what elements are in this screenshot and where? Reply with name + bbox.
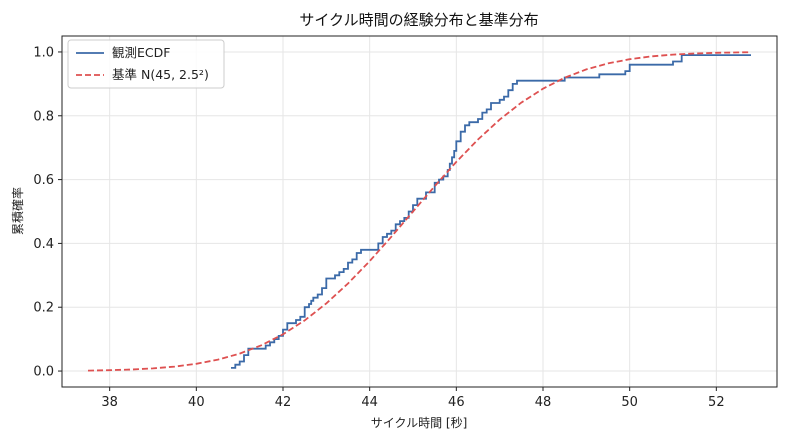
x-axis-title: サイクル時間 [秒]: [371, 416, 468, 430]
x-tick-label: 38: [101, 395, 118, 410]
grid: [62, 36, 777, 387]
ecdf-series-line: [231, 54, 751, 369]
legend-label-ecdf: 観測ECDF: [112, 45, 170, 60]
legend: 観測ECDF 基準 N(45, 2.5²): [67, 39, 225, 89]
legend-label-reference: 基準 N(45, 2.5²): [112, 67, 209, 82]
y-tick-label: 0.0: [33, 365, 54, 380]
x-axis-ticks: 38 40 42 44 46 48 50 52: [101, 387, 725, 410]
y-tick-label: 0.8: [33, 109, 54, 124]
y-tick-label: 0.2: [33, 301, 54, 316]
x-tick-label: 52: [708, 395, 725, 410]
y-axis-ticks: 0.0 0.2 0.4 0.6 0.8 1.0: [33, 45, 62, 380]
y-axis-title: 累積確率: [10, 187, 25, 235]
series-layer: [87, 51, 752, 372]
chart-title: サイクル時間の経験分布と基準分布: [299, 11, 538, 29]
x-tick-label: 46: [448, 395, 465, 410]
reference-cdf-series-line: [87, 51, 752, 372]
y-tick-label: 0.4: [33, 237, 54, 252]
legend-box: [67, 39, 225, 89]
x-tick-label: 42: [275, 395, 292, 410]
plot-area-frame: [61, 35, 778, 388]
y-tick-label: 1.0: [33, 45, 54, 60]
x-tick-label: 40: [188, 395, 205, 410]
x-tick-label: 48: [535, 395, 552, 410]
y-tick-label: 0.6: [33, 173, 54, 188]
x-tick-label: 44: [361, 395, 378, 410]
x-tick-label: 50: [621, 395, 638, 410]
